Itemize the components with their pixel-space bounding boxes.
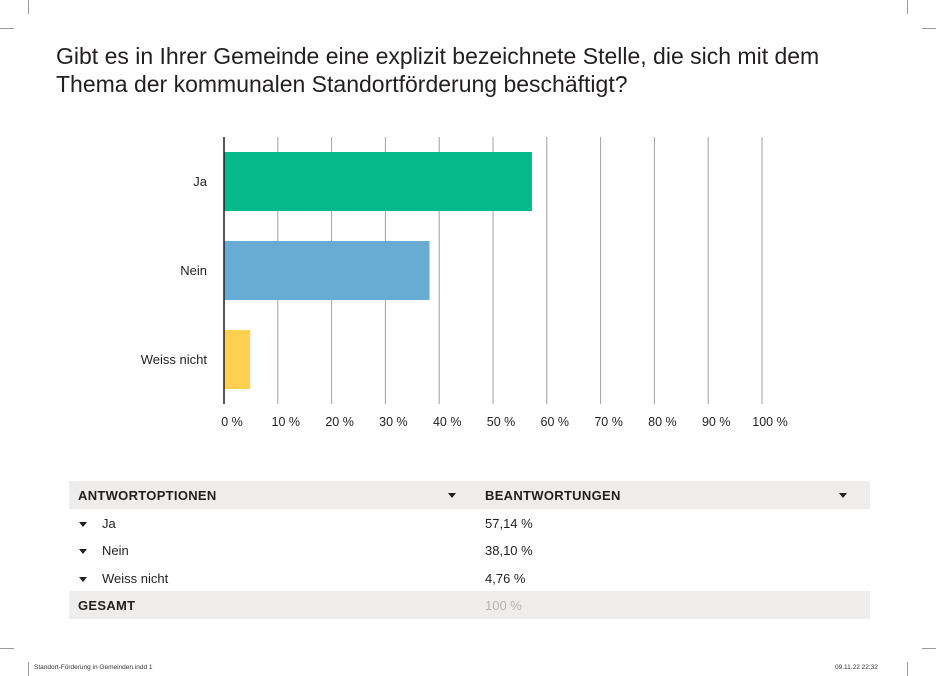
footer-timestamp: 09.11.22 22:32 xyxy=(835,664,878,671)
x-tick-label: 40 % xyxy=(433,415,462,429)
crop-mark-left-bottom xyxy=(0,648,14,649)
crop-mark-left-top xyxy=(0,28,14,29)
row-value: 4,76 % xyxy=(485,570,526,586)
crop-mark-bottom-left xyxy=(28,662,29,676)
x-tick-label: 10 % xyxy=(272,415,301,429)
crop-mark-bottom-right xyxy=(907,662,908,676)
row-value: 57,14 % xyxy=(485,515,533,531)
footer-file-info: Standort-Förderung in Gemeinden.indd 1 xyxy=(34,664,153,671)
expand-caret-icon[interactable] xyxy=(79,576,87,582)
crop-mark-top-left xyxy=(28,0,29,14)
question-title: Gibt es in Ihrer Gemeinde eine explizit … xyxy=(56,43,820,97)
x-tick-label: 60 % xyxy=(541,415,570,429)
sort-caret-icon[interactable] xyxy=(839,493,847,498)
answers-table: ANTWORTOPTIONEN BEANTWORTUNGEN Ja 57,14 … xyxy=(69,481,870,619)
x-tick-label: 50 % xyxy=(487,415,516,429)
table-row: Weiss nicht 4,76 % xyxy=(69,564,870,592)
bar-ja xyxy=(223,152,532,211)
sort-caret-icon[interactable] xyxy=(448,493,456,498)
table-row: Ja 57,14 % xyxy=(69,509,870,537)
crop-mark-right-bottom xyxy=(922,648,936,649)
bar-nein xyxy=(223,241,430,300)
x-tick-label: 70 % xyxy=(594,415,623,429)
crop-mark-right-top xyxy=(922,28,936,29)
table-header-row: ANTWORTOPTIONEN BEANTWORTUNGEN xyxy=(69,481,870,509)
category-label: Nein xyxy=(180,263,207,278)
header-beantwortungen[interactable]: BEANTWORTUNGEN xyxy=(485,488,621,503)
category-label: Ja xyxy=(193,174,208,189)
header-antwortoptionen[interactable]: ANTWORTOPTIONEN xyxy=(78,488,217,503)
total-value: 100 % xyxy=(485,598,522,613)
table-total-row: GESAMT 100 % xyxy=(69,591,870,619)
x-tick-label: 80 % xyxy=(648,415,677,429)
x-tick-label: 100 % xyxy=(752,415,787,429)
x-tick-label: 0 % xyxy=(221,415,243,429)
x-tick-label: 30 % xyxy=(379,415,408,429)
row-label: Nein xyxy=(102,543,129,558)
x-tick-label: 90 % xyxy=(702,415,731,429)
category-label: Weiss nicht xyxy=(141,352,208,367)
table-row: Nein 38,10 % xyxy=(69,536,870,564)
total-label: GESAMT xyxy=(78,598,136,613)
expand-caret-icon[interactable] xyxy=(79,549,87,554)
bar-chart: Ja Nein Weiss nicht 0 % 10 % 20 % 30 % 40 % 50 %… xyxy=(141,137,788,429)
row-label: Weiss nicht xyxy=(102,570,169,586)
bar-weiss-nicht xyxy=(223,330,251,389)
x-tick-label: 20 % xyxy=(325,415,354,429)
row-label: Ja xyxy=(102,515,116,531)
row-value: 38,10 % xyxy=(485,543,533,558)
crop-mark-top-right xyxy=(907,0,908,14)
expand-caret-icon[interactable] xyxy=(79,521,87,527)
